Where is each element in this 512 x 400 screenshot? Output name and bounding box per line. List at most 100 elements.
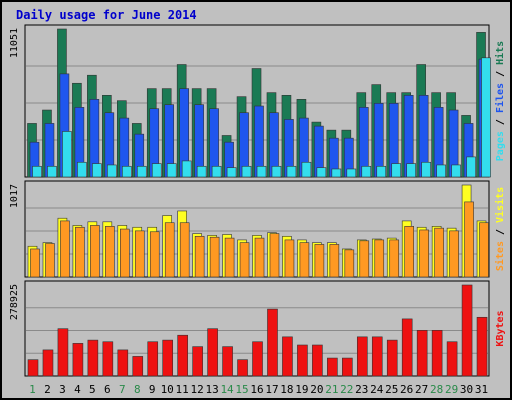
y-axis-label-hits: Pages / Files / Hits <box>494 41 506 161</box>
kbytes-kbytes-bar <box>461 284 473 377</box>
hits-pages-bar <box>346 168 357 178</box>
x-tick-label: 20 <box>310 383 323 396</box>
axis-label-separator: / <box>495 65 506 83</box>
kbytes-kbytes-bar <box>476 316 488 377</box>
visits-sites-bar <box>209 236 220 278</box>
axis-label-hits: Hits <box>494 41 506 65</box>
kbytes-kbytes-bar <box>87 339 99 377</box>
visits-sites-bar <box>314 244 325 278</box>
kbytes-kbytes-bar <box>282 336 293 377</box>
hits-pages-bar <box>151 163 162 178</box>
hits-pages-bar <box>466 156 476 178</box>
x-tick-label: 1 <box>29 383 36 396</box>
axis-label-pages: Pages <box>495 131 506 161</box>
kbytes-kbytes-bar <box>132 356 144 377</box>
kbytes-kbytes-bar <box>57 328 69 377</box>
hits-pages-bar <box>301 161 312 178</box>
axis-label-separator: / <box>495 113 506 131</box>
hits-pages-bar <box>62 131 72 178</box>
x-tick-label: 14 <box>220 383 234 396</box>
x-tick-label: 7 <box>119 383 126 396</box>
kbytes-kbytes-bar <box>162 339 174 377</box>
hits-pages-bar <box>122 165 132 178</box>
hits-pages-bar <box>331 168 342 178</box>
kbytes-kbytes-bar <box>386 339 398 377</box>
kbytes-kbytes-bar <box>267 308 278 377</box>
visits-sites-bar <box>75 226 85 278</box>
kbytes-kbytes-bar <box>147 341 159 377</box>
hits-pages-bar <box>391 163 402 178</box>
kbytes-kbytes-bar <box>252 341 263 377</box>
hits-pages-bar <box>406 163 416 178</box>
hits-pages-bar <box>107 164 117 178</box>
panel-hits: 11051 Pages / Files / Hits <box>9 24 506 178</box>
kbytes-kbytes-bar <box>446 341 458 377</box>
x-tick-label: 15 <box>235 383 248 396</box>
visits-sites-bar <box>60 220 70 278</box>
hits-pages-bar <box>376 165 387 178</box>
hits-pages-bar <box>286 165 297 178</box>
x-tick-label: 13 <box>205 383 218 396</box>
x-tick-label: 11 <box>176 383 189 396</box>
visits-sites-bar <box>254 237 265 278</box>
panel-visits: 1017 Sites / Visits <box>9 180 506 278</box>
hits-pages-bar <box>361 165 372 178</box>
axis-label-visits: Visits <box>494 187 506 223</box>
hits-pages-bar <box>32 165 42 178</box>
visits-sites-bar <box>149 231 160 278</box>
kbytes-kbytes-bar <box>177 334 188 377</box>
x-tick-label: 27 <box>415 383 428 396</box>
x-tick-label: 9 <box>149 383 156 396</box>
x-tick-label: 28 <box>430 383 443 396</box>
x-tick-label: 8 <box>134 383 141 396</box>
axis-label-files: Files <box>494 83 506 113</box>
hits-pages-bar <box>241 165 252 178</box>
kbytes-kbytes-bar <box>27 359 39 377</box>
kbytes-kbytes-bar <box>72 343 84 377</box>
kbytes-kbytes-bar <box>102 341 114 377</box>
x-tick-label: 25 <box>385 383 398 396</box>
kbytes-kbytes-bar <box>327 357 338 377</box>
visits-sites-bar <box>374 239 385 278</box>
visits-sites-bar <box>179 222 190 278</box>
visits-sites-bar <box>479 222 489 278</box>
visits-sites-bar <box>434 227 444 278</box>
x-tick-label: 26 <box>400 383 413 396</box>
kbytes-kbytes-bar <box>312 344 323 377</box>
x-tick-label: 23 <box>355 383 368 396</box>
axis-label-separator: / <box>495 223 506 241</box>
hits-pages-bar <box>256 165 267 178</box>
y-axis-label-visits: Sites / Visits <box>494 187 506 271</box>
x-tick-label: 19 <box>295 383 308 396</box>
visits-sites-bar <box>284 239 295 278</box>
hits-pages-bar <box>47 165 57 178</box>
kbytes-kbytes-bar <box>192 346 203 377</box>
visits-sites-bar <box>194 235 205 278</box>
y-tick-label-kbytes: 278925 <box>9 284 20 320</box>
kbytes-kbytes-bar <box>401 318 413 377</box>
kbytes-kbytes-bar <box>371 336 383 377</box>
kbytes-kbytes-bar <box>207 328 218 377</box>
x-tick-label: 30 <box>460 383 473 396</box>
x-tick-label: 3 <box>59 383 66 396</box>
visits-sites-bar <box>464 201 474 278</box>
kbytes-kbytes-bar <box>356 336 368 377</box>
kbytes-kbytes-bar <box>297 344 308 377</box>
visits-sites-bar <box>449 230 459 278</box>
visits-sites-bar <box>389 239 400 278</box>
x-tick-label: 21 <box>325 383 338 396</box>
x-tick-label: 6 <box>104 383 111 396</box>
visits-sites-bar <box>30 248 40 278</box>
x-tick-label: 5 <box>89 383 96 396</box>
hits-pages-bar <box>136 165 147 178</box>
kbytes-kbytes-bar <box>42 349 54 377</box>
x-axis-labels: 1 2 3 4 5 6 7 8 9 10 11 12 13 14 15 16 17 18 19 20 21 22 23 24 2… <box>29 383 488 396</box>
hits-pages-bar <box>92 163 102 178</box>
axis-label-sites: Sites <box>494 241 506 271</box>
kbytes-kbytes-bar <box>117 349 129 377</box>
panel-kbytes: 278925 KBytes <box>9 280 506 377</box>
visits-sites-bar <box>344 249 355 278</box>
x-tick-label: 29 <box>445 383 458 396</box>
x-tick-label: 18 <box>280 383 293 396</box>
